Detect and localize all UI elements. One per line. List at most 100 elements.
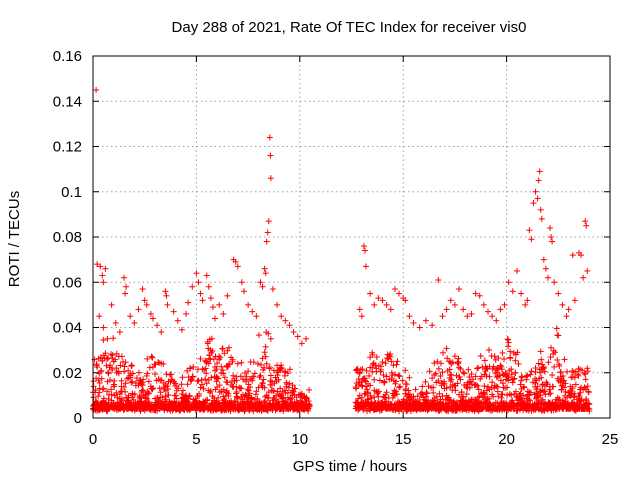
data-point	[388, 358, 395, 365]
data-point	[549, 372, 556, 379]
data-point	[100, 385, 107, 392]
data-point	[187, 377, 194, 384]
data-point	[561, 356, 568, 363]
y-tick-label: 0	[74, 410, 82, 427]
data-point	[254, 360, 261, 367]
data-point	[256, 374, 263, 381]
data-point	[474, 365, 481, 372]
data-point	[423, 390, 430, 397]
data-point	[286, 404, 293, 411]
data-point	[199, 381, 206, 388]
data-point	[233, 383, 240, 390]
data-point	[412, 386, 419, 393]
data-point	[199, 297, 206, 304]
data-point	[507, 348, 514, 355]
data-point	[361, 247, 368, 254]
data-point	[198, 377, 205, 384]
data-point	[532, 188, 539, 195]
data-point	[220, 370, 227, 377]
data-point	[439, 313, 446, 320]
data-point	[233, 373, 240, 380]
data-point	[129, 370, 136, 377]
data-point	[394, 358, 401, 365]
data-point	[518, 290, 525, 297]
data-point	[481, 357, 488, 364]
data-point	[125, 367, 132, 374]
data-point	[99, 272, 106, 279]
data-point	[109, 352, 116, 359]
data-point	[381, 379, 388, 386]
data-point	[140, 387, 147, 394]
data-point	[515, 360, 522, 367]
data-point	[278, 362, 285, 369]
data-point	[358, 394, 365, 401]
data-point	[110, 335, 117, 342]
data-point	[111, 378, 118, 385]
data-point	[103, 362, 110, 369]
data-point	[484, 308, 491, 315]
data-point	[164, 386, 171, 393]
data-point	[179, 387, 186, 394]
data-point	[234, 360, 241, 367]
data-point	[545, 391, 552, 398]
data-point	[275, 376, 282, 383]
data-point	[363, 367, 370, 374]
data-point	[234, 395, 241, 402]
data-point	[190, 363, 197, 370]
data-point	[136, 369, 143, 376]
data-point	[104, 335, 111, 342]
data-point	[262, 353, 269, 360]
data-point	[267, 175, 274, 182]
data-point	[505, 336, 512, 343]
data-point	[549, 238, 556, 245]
data-point	[537, 206, 544, 213]
data-point	[245, 387, 252, 394]
data-point	[535, 177, 542, 184]
data-point	[367, 290, 374, 297]
data-point	[145, 390, 152, 397]
data-point	[261, 364, 268, 371]
data-point	[221, 350, 228, 357]
data-point	[267, 152, 274, 159]
data-point	[208, 335, 215, 342]
data-point	[199, 366, 206, 373]
data-point	[305, 407, 312, 414]
data-point	[564, 368, 571, 375]
data-point	[260, 376, 267, 383]
data-point	[419, 383, 426, 390]
data-point	[248, 395, 255, 402]
data-point	[207, 387, 214, 394]
data-point	[250, 373, 257, 380]
data-point	[157, 389, 164, 396]
data-point	[270, 367, 277, 374]
data-point	[582, 218, 589, 225]
data-point	[121, 368, 128, 375]
data-point	[215, 375, 222, 382]
data-point	[184, 381, 191, 388]
data-point	[239, 376, 246, 383]
data-point	[225, 344, 232, 351]
data-point	[440, 349, 447, 356]
data-point	[185, 401, 192, 408]
data-point	[101, 355, 108, 362]
data-point	[123, 283, 130, 290]
data-point	[261, 349, 268, 356]
data-point	[159, 394, 166, 401]
data-point	[197, 355, 204, 362]
data-point	[262, 343, 269, 350]
data-point	[217, 354, 224, 361]
data-point	[542, 265, 549, 272]
data-point	[112, 319, 119, 326]
data-point	[584, 383, 591, 390]
data-point	[229, 358, 236, 365]
data-point	[131, 391, 138, 398]
data-point	[265, 330, 272, 337]
data-point	[96, 313, 103, 320]
data-point	[162, 393, 169, 400]
data-point	[530, 200, 537, 207]
data-point	[94, 364, 101, 371]
data-point	[435, 365, 442, 372]
data-point	[422, 378, 429, 385]
data-point	[216, 301, 223, 308]
data-point	[540, 256, 547, 263]
